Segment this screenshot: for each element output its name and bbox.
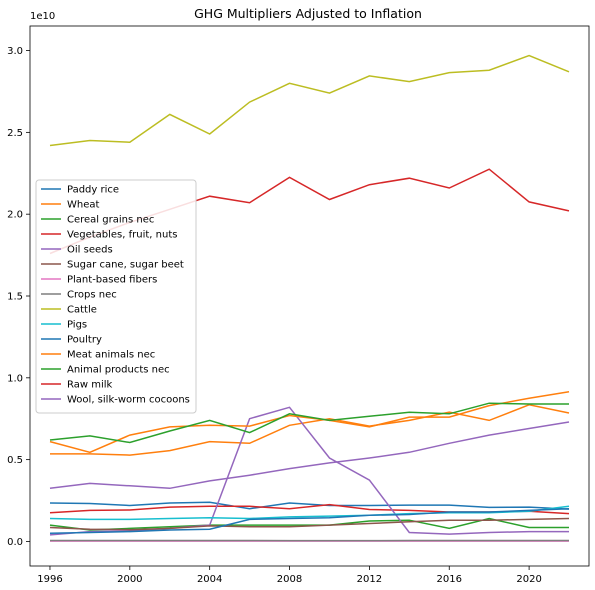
legend-label: Vegetables, fruit, nuts	[67, 230, 177, 241]
legend-label: Pigs	[67, 320, 87, 331]
series-line-0	[49, 501, 570, 510]
x-tick-label: 2000	[117, 574, 142, 585]
x-tick-label: 1996	[37, 574, 62, 585]
y-tick-label: 0.0	[7, 537, 23, 548]
y-tick-label: 1.5	[7, 292, 23, 303]
legend-label: Raw milk	[67, 380, 113, 391]
x-tick-label: 2004	[197, 574, 222, 585]
series-line-9	[49, 505, 570, 521]
chart-title: GHG Multipliers Adjusted to Inflation	[194, 6, 422, 21]
legend: Paddy rice Wheat Cereal grains nec Vegetabl…	[35, 179, 197, 414]
y-tick-label: 1.0	[7, 373, 23, 384]
y-tick-label: 3.0	[7, 46, 23, 57]
legend-label: Meat animals nec	[67, 350, 155, 361]
series-line-12	[49, 402, 569, 444]
tick-layer: 1996 2000 2004 2008 2012 2016 2020 0.0 0.5 1.0 1.5…	[7, 46, 542, 585]
y-tick-label: 2.0	[7, 210, 23, 221]
y-tick-label: 2.5	[7, 128, 23, 139]
legend-label: Animal products nec	[67, 365, 170, 376]
x-tick-label: 2016	[437, 574, 462, 585]
x-tick-label: 2008	[277, 574, 302, 585]
legend-label: Plant-based fibers	[67, 275, 157, 286]
y-offset-label: 1e10	[30, 11, 55, 22]
series-line-11	[49, 390, 570, 454]
y-tick-label: 0.5	[7, 455, 23, 466]
x-tick-label: 2012	[357, 574, 382, 585]
series-line-5	[49, 517, 570, 531]
x-tick-label: 2020	[516, 574, 541, 585]
series-line-10	[49, 507, 570, 535]
legend-label: Cattle	[67, 305, 97, 316]
series-line-1	[50, 404, 570, 456]
legend-label: Crops nec	[67, 290, 117, 301]
legend-frame	[35, 179, 197, 414]
legend-label: Oil seeds	[67, 245, 113, 256]
series-line-14	[49, 421, 570, 490]
series-line-4	[49, 406, 569, 536]
legend-label: Paddy rice	[67, 185, 119, 196]
legend-label: Poultry	[67, 335, 102, 346]
series-line-8	[49, 54, 570, 147]
legend-label: Cereal grains nec	[67, 215, 154, 226]
legend-label: Wool, silk-worm cocoons	[67, 395, 190, 406]
legend-label: Wheat	[67, 200, 100, 211]
legend-label: Sugar cane, sugar beet	[67, 260, 184, 271]
